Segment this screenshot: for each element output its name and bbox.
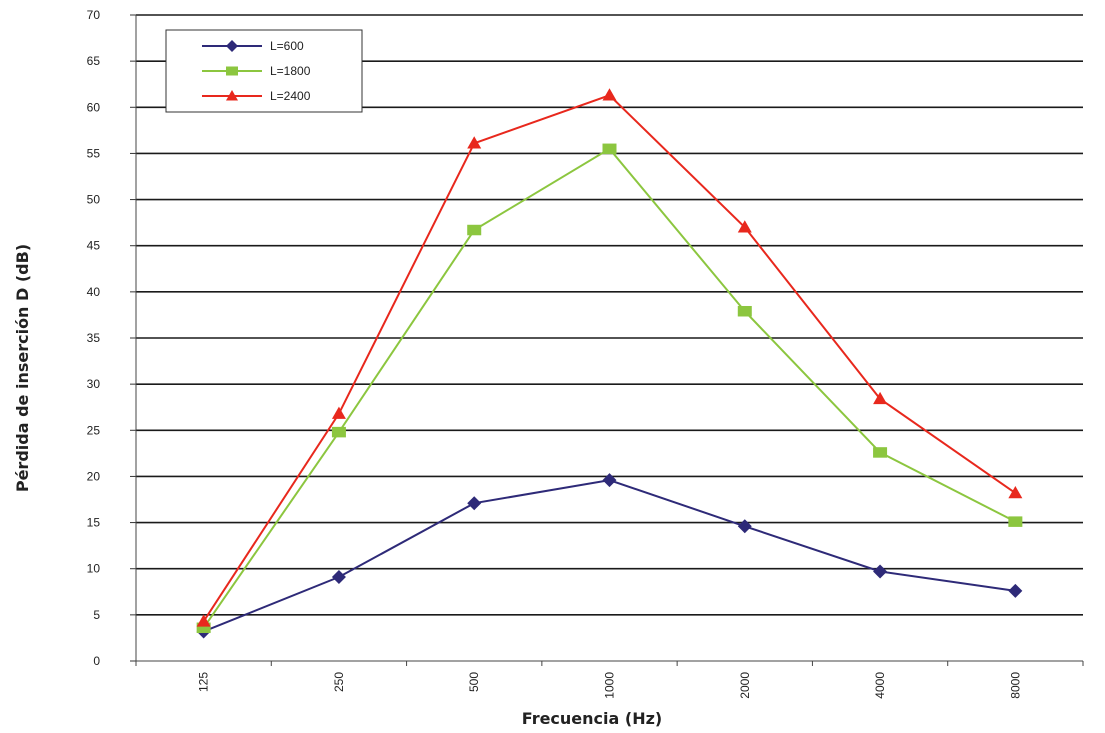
y-tick-label: 45 — [87, 239, 101, 253]
y-tick-label: 60 — [87, 100, 101, 114]
data-point — [603, 144, 617, 155]
y-tick-label: 0 — [93, 654, 100, 668]
series-group — [197, 144, 1023, 633]
y-tick-label: 40 — [87, 285, 101, 299]
y-tick-label: 20 — [87, 469, 101, 483]
series-line — [204, 95, 1016, 621]
y-tick-label: 50 — [87, 193, 101, 207]
legend-label: L=600 — [270, 39, 304, 53]
y-tick-label: 30 — [87, 377, 101, 391]
y-tick-label: 10 — [87, 562, 101, 576]
data-point — [1008, 486, 1022, 498]
data-point — [603, 473, 617, 487]
series-group — [197, 473, 1023, 638]
y-tick-label: 15 — [87, 516, 101, 530]
data-point — [1008, 516, 1022, 527]
legend-marker — [226, 67, 238, 76]
series — [197, 88, 1023, 638]
data-point — [738, 306, 752, 317]
x-tick-label: 1000 — [603, 672, 617, 699]
legend-box — [166, 30, 362, 112]
y-tick-label: 5 — [93, 608, 100, 622]
y-tick-label: 55 — [87, 146, 101, 160]
data-point — [1008, 584, 1022, 598]
y-tick-label: 65 — [87, 54, 101, 68]
x-tick-label: 250 — [332, 672, 346, 692]
y-tick-label: 70 — [87, 8, 101, 22]
data-point — [332, 407, 346, 419]
x-tick-label: 4000 — [873, 672, 887, 699]
data-point — [873, 447, 887, 458]
data-point — [332, 570, 346, 584]
x-tick-label: 8000 — [1008, 672, 1022, 699]
legend-label: L=1800 — [270, 64, 311, 78]
x-axis-title: Frecuencia (Hz) — [522, 709, 662, 728]
data-point — [873, 564, 887, 578]
data-point — [467, 225, 481, 236]
data-point — [332, 427, 346, 438]
legend: L=600 L=1800 L=2400 — [166, 30, 362, 112]
x-tick-label: 2000 — [738, 672, 752, 699]
x-tick-label: 500 — [467, 672, 481, 692]
y-tick-label: 25 — [87, 423, 101, 437]
x-tick-label: 125 — [197, 672, 211, 692]
legend-label: L=2400 — [270, 89, 311, 103]
y-axis-title: Pérdida de inserción D (dB) — [13, 244, 32, 492]
series-line — [204, 480, 1016, 631]
series-line — [204, 149, 1016, 628]
y-tick-label: 35 — [87, 331, 101, 345]
data-point — [603, 88, 617, 100]
series-group — [197, 88, 1023, 626]
data-point — [467, 496, 481, 510]
data-point — [738, 519, 752, 533]
